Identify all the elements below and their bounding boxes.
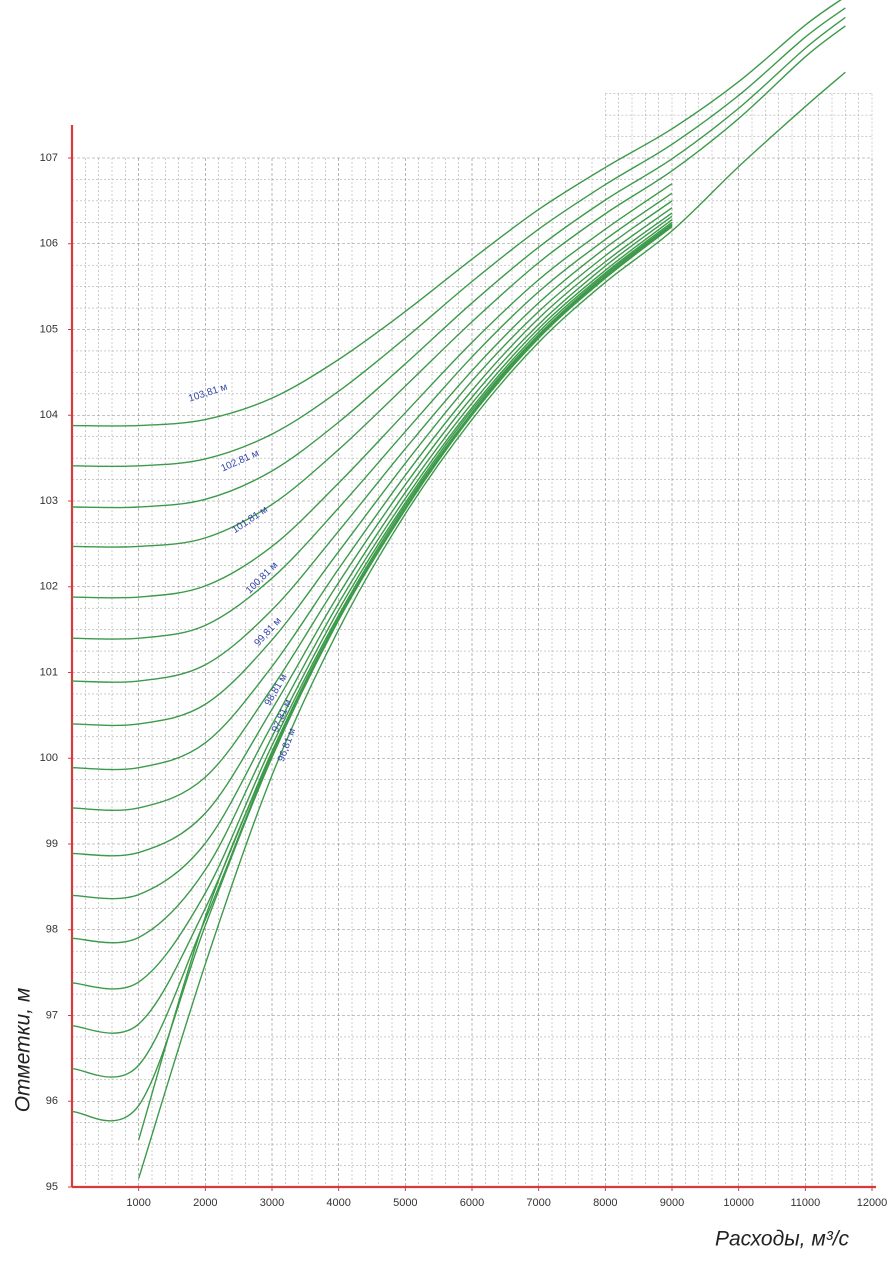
x-tick-label: 3000 xyxy=(260,1197,284,1209)
x-tick-label: 2000 xyxy=(193,1197,217,1209)
y-tick-label: 103 xyxy=(40,495,58,507)
x-tick-label: 6000 xyxy=(460,1197,484,1209)
y-tick-label: 105 xyxy=(40,323,58,335)
x-tick-label: 4000 xyxy=(326,1197,350,1209)
y-tick-label: 97 xyxy=(46,1009,58,1021)
y-tick-label: 99 xyxy=(46,838,58,850)
curve xyxy=(71,215,673,811)
x-axis-title: Расходы, м³/с xyxy=(715,1228,850,1251)
y-tick-label: 102 xyxy=(40,581,58,593)
curve xyxy=(71,219,673,857)
curve-label: 102,81 м xyxy=(219,448,260,474)
curve-label: 101,81 м xyxy=(230,504,270,536)
curve xyxy=(137,71,846,1179)
y-tick-label: 104 xyxy=(40,409,58,421)
curve-label: 103,81 м xyxy=(187,382,229,405)
curve xyxy=(71,221,673,900)
x-tick-label: 10000 xyxy=(723,1197,754,1209)
x-tick-label: 12000 xyxy=(857,1197,888,1209)
curve xyxy=(137,226,673,1141)
curve xyxy=(71,7,846,468)
curve xyxy=(71,212,673,771)
curve xyxy=(71,226,673,1122)
curve xyxy=(71,0,842,427)
x-tick-label: 9000 xyxy=(660,1197,684,1209)
curve xyxy=(71,16,846,509)
x-tick-label: 11000 xyxy=(790,1197,820,1209)
grid xyxy=(72,93,873,1188)
curve xyxy=(71,183,673,599)
y-tick-label: 106 xyxy=(40,238,58,250)
curve xyxy=(71,224,673,990)
x-tick-label: 1000 xyxy=(126,1197,150,1209)
x-tick-label: 7000 xyxy=(526,1197,550,1209)
curve xyxy=(71,223,673,944)
y-tick-label: 98 xyxy=(46,924,58,936)
curve xyxy=(71,25,846,548)
curve xyxy=(71,200,673,683)
curve xyxy=(71,207,673,727)
y-tick-label: 95 xyxy=(46,1181,58,1193)
curve xyxy=(71,192,673,640)
y-tick-label: 96 xyxy=(46,1095,58,1107)
y-tick-label: 101 xyxy=(40,666,58,678)
x-tick-label: 5000 xyxy=(393,1197,417,1209)
y-axis-title: Отметки, м xyxy=(12,988,35,1113)
curve xyxy=(71,226,673,1078)
y-tick-label: 107 xyxy=(40,152,58,164)
y-tick-label: 100 xyxy=(40,752,58,764)
x-tick-label: 8000 xyxy=(593,1197,617,1209)
